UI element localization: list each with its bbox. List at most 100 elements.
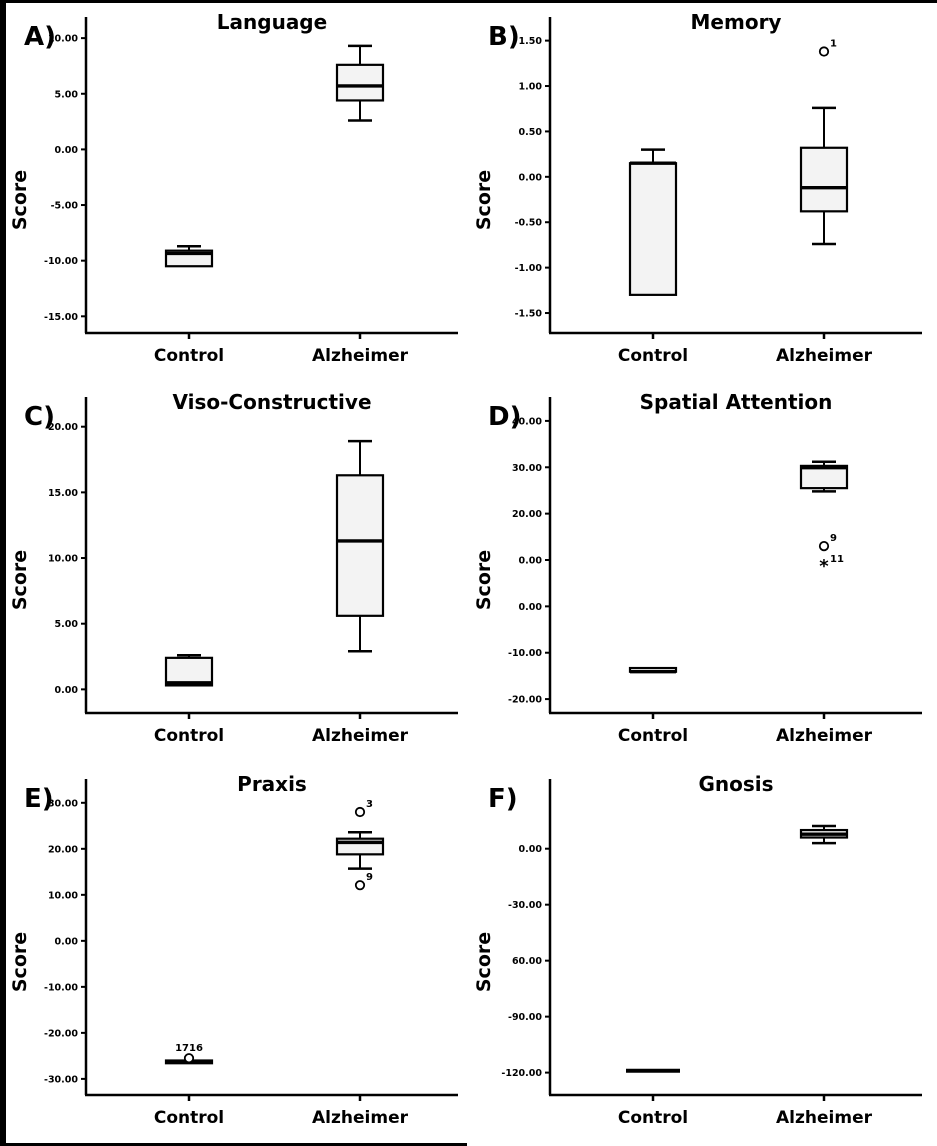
y-axis-label: Score [473,170,495,230]
boxplot-svg: B) Memory Score 1.50 1.00 0.50 0.00 -0.50 -1.00 -… [473,10,922,366]
panel-title: Memory [691,10,782,34]
outlier-circle [354,806,366,818]
y-tick-label: 0.00 [519,602,543,613]
y-axis-label: Score [9,550,31,610]
iqr-box [799,464,849,490]
category-label-control: Control [154,726,224,746]
panel-letter: E) [24,784,54,814]
y-tick-label: -20.00 [44,1028,78,1039]
y-tick-label: 1.00 [519,82,543,93]
panel-letter: C) [24,402,55,432]
iqr-box [164,656,214,687]
y-tick-label: 1.50 [519,36,543,47]
iqr-box [335,474,385,617]
boxplot-figure: A) Language Score 10.00 5.00 0.00 -5.00 -10.00-… [6,3,937,1146]
outlier-label: 1716 [175,1043,203,1054]
panel-letter: A) [24,22,56,52]
boxplot-svg: E) Praxis Score 30.00 20.00 10.00 0.00 -10.00 -2… [9,772,458,1128]
outlier-circle [818,540,830,552]
box-alzheimer [335,439,385,653]
y-tick-label: 20.00 [48,844,78,855]
y-axis-label: Score [9,170,31,230]
panel-title: Language [217,10,327,34]
panel-title: Gnosis [698,772,773,796]
category-label-alzheimer: Alzheimer [312,1108,409,1128]
y-tick-label: 20.00 [512,509,542,520]
y-tick-label: -0.50 [515,218,543,229]
panel-c: C) Viso-Constructive Score 20.00 15.00 10.00 5… [6,383,470,765]
outlier-label: 9 [366,872,373,883]
y-tick-label: 0.00 [519,556,543,567]
panel-d: D) Spatial Attention Score 40.00 30.00 20.00 0… [470,383,934,765]
iqr-box [335,63,385,102]
scan-artifact-top-edge [0,0,937,3]
category-label-alzheimer: Alzheimer [776,346,873,366]
y-tick-label: 10.00 [48,34,78,45]
y-axis-label: Score [473,550,495,610]
y-tick-label: 0.00 [519,172,543,183]
category-label-control: Control [154,1108,224,1128]
boxplot-svg: D) Spatial Attention Score 40.00 30.00 20.00 0… [473,390,922,746]
y-tick-label: 0.00 [55,936,79,947]
iqr-box [799,146,849,213]
boxplot-svg: C) Viso-Constructive Score 20.00 15.00 10.00 5… [9,390,458,746]
box-alzheimer: 1 [799,39,849,246]
box-control [164,244,214,268]
y-axis-label: Score [473,932,495,992]
y-tick-label: -10.00 [44,256,78,267]
y-axis-label: Score [9,932,31,992]
y-tick-label: 60.00 [512,956,542,967]
y-tick-label: 5.00 [55,619,79,630]
panel-letter: F) [488,784,518,814]
box-control [628,666,678,674]
boxplot-svg: F) Gnosis Score 0.00 -30.00 60.00 -90.00 -120.0… [473,772,922,1128]
category-label-alzheimer: Alzheimer [312,726,409,746]
panel-f: F) Gnosis Score 0.00 -30.00 60.00 -90.00 -120.0… [470,765,934,1146]
panel-a: A) Language Score 10.00 5.00 0.00 -5.00 -10.00 -… [6,3,470,383]
category-label-alzheimer: Alzheimer [312,346,409,366]
panel-letter: B) [488,22,520,52]
y-tick-label: 10.00 [48,890,78,901]
y-tick-label: -5.00 [51,201,79,212]
outlier-asterisk: * [819,556,829,577]
scan-artifact-bottom-edge [0,1143,467,1146]
y-tick-label: -1.00 [515,263,543,274]
y-tick-label: 0.50 [519,127,543,138]
category-label-alzheimer: Alzheimer [776,1108,873,1128]
outlier-label: 1 [830,39,837,50]
panel-title: Praxis [237,772,307,796]
y-tick-label: -15.00 [44,312,78,323]
y-tick-label: 15.00 [48,488,78,499]
outlier-circle [818,46,830,57]
panel-title: Spatial Attention [640,390,833,414]
scan-artifact-left-edge [0,0,6,1146]
y-tick-label: 30.00 [512,463,542,474]
panel-b: B) Memory Score 1.50 1.00 0.50 0.00 -0.50 -1.00 -… [470,3,934,383]
y-tick-label: -20.00 [508,695,542,706]
category-label-alzheimer: Alzheimer [776,726,873,746]
outlier-circle [183,1053,195,1064]
box-alzheimer [335,44,385,122]
y-tick-label: 30.00 [48,798,78,809]
y-tick-label: 20.00 [48,422,78,433]
y-tick-label: 0.00 [55,685,79,696]
panel-e: E) Praxis Score 30.00 20.00 10.00 0.00 -10.00 -2… [6,765,470,1146]
y-tick-label: 10.00 [48,554,78,565]
category-label-control: Control [154,346,224,366]
box-control: 1716 [164,1043,214,1065]
y-tick-label: -30.00 [508,900,542,911]
iqr-box [628,162,678,296]
category-label-control: Control [618,346,688,366]
y-tick-label: -30.00 [44,1074,78,1085]
category-label-control: Control [618,726,688,746]
y-tick-label: -10.00 [508,648,542,659]
y-tick-label: -90.00 [508,1012,542,1023]
panel-title: Viso-Constructive [172,390,371,414]
panel-letter: D) [488,402,521,432]
box-alzheimer: 9 * 11 [799,460,849,577]
outlier-label: 3 [366,799,373,810]
outlier-label: 11 [830,554,844,565]
y-tick-label: 0.00 [519,844,543,855]
y-tick-label: 5.00 [55,89,79,100]
